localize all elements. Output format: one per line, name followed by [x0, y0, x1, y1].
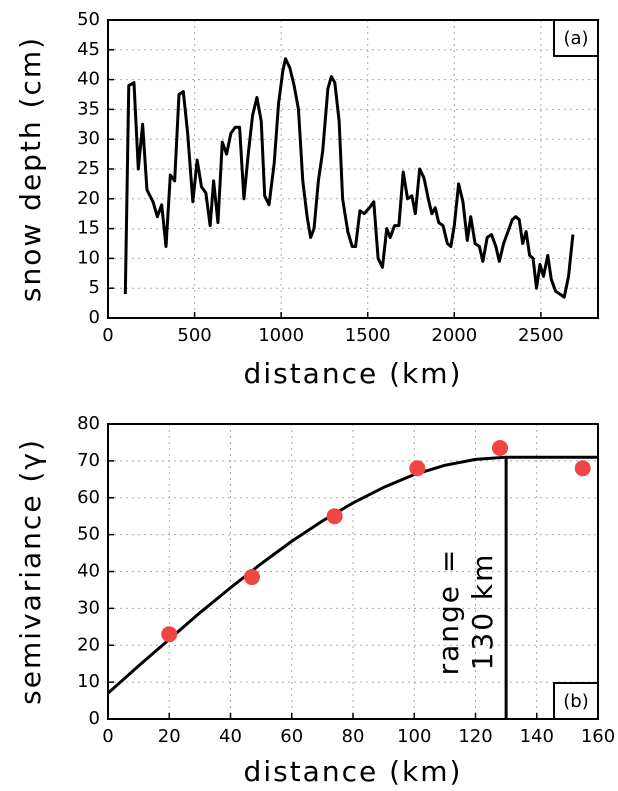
x-tick-label: 140 [520, 726, 554, 747]
y-tick-label: 45 [77, 39, 100, 60]
x-tick-label: 20 [158, 726, 181, 747]
y-tick-label: 25 [77, 158, 100, 179]
x-axis-label: distance (km) [244, 357, 463, 390]
y-tick-label: 10 [77, 671, 100, 692]
data-point [492, 439, 508, 456]
panel-label: (a) [563, 28, 588, 49]
y-tick-label: 50 [77, 9, 100, 30]
x-axis-label: distance (km) [244, 755, 463, 788]
data-point [243, 569, 260, 586]
y-tick-label: 0 [89, 708, 100, 729]
plot-frame [107, 19, 599, 319]
y-tick-label: 10 [77, 247, 100, 268]
x-tick-label: 2500 [518, 325, 564, 346]
x-tick-label: 100 [397, 726, 431, 747]
snow-depth-line [123, 57, 575, 299]
data-point [409, 460, 426, 477]
y-tick-label: 60 [77, 487, 100, 508]
model-curve [107, 455, 598, 695]
annotation: range = [432, 548, 465, 676]
panel-label: (b) [563, 691, 588, 712]
panel-label-box [553, 19, 599, 57]
y-tick-label: 40 [77, 561, 100, 582]
y-axis-label: snow depth (cm) [14, 36, 47, 302]
x-tick-label: 0 [102, 325, 113, 346]
x-tick-label: 160 [581, 726, 615, 747]
data-point [326, 508, 343, 525]
annotation: 130 km [466, 553, 499, 671]
y-tick-label: 20 [77, 188, 100, 209]
x-tick-label: 80 [342, 726, 365, 747]
panel-label-box [553, 682, 599, 720]
data-point [574, 460, 591, 477]
data-point [161, 626, 178, 643]
y-tick-label: 70 [77, 450, 100, 471]
x-tick-label: 500 [177, 325, 211, 346]
y-tick-label: 15 [77, 218, 100, 239]
x-tick-label: 120 [458, 726, 492, 747]
x-tick-label: 60 [280, 726, 303, 747]
y-tick-label: 40 [77, 69, 100, 90]
y-tick-label: 30 [77, 597, 100, 618]
plot-frame [107, 423, 599, 720]
x-tick-label: 1000 [258, 325, 304, 346]
x-tick-label: 2000 [431, 325, 477, 346]
x-tick-label: 40 [219, 726, 242, 747]
x-tick-label: 0 [102, 726, 113, 747]
y-tick-label: 0 [89, 307, 100, 328]
y-tick-label: 35 [77, 98, 100, 119]
x-tick-label: 1500 [345, 325, 391, 346]
y-tick-label: 30 [77, 128, 100, 149]
y-tick-label: 80 [77, 413, 100, 434]
y-tick-label: 5 [89, 277, 100, 298]
y-tick-label: 50 [77, 524, 100, 545]
y-tick-label: 20 [77, 634, 100, 655]
y-axis-label: semivariance (γ) [14, 438, 47, 705]
